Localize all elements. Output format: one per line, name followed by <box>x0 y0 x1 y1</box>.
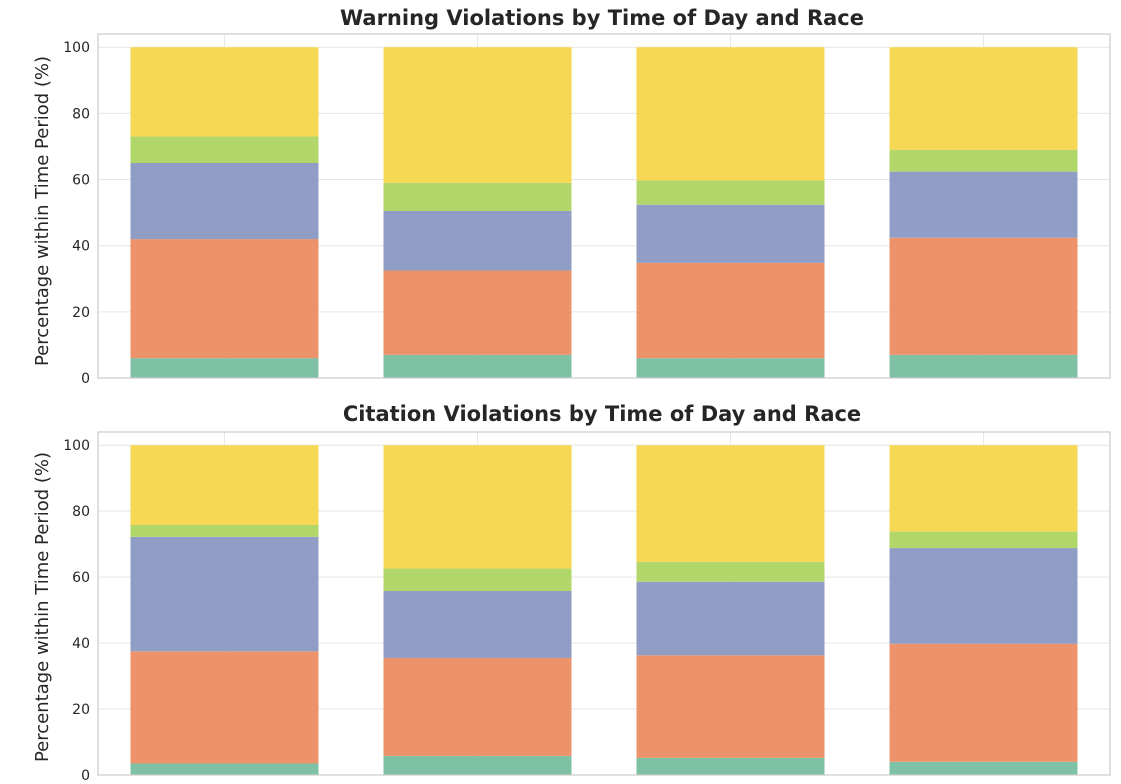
warning-bar-segment <box>889 47 1078 150</box>
warning-ytick-label: 100 <box>63 40 90 56</box>
warning-bar-segment <box>636 204 825 263</box>
citation-bar-segment <box>636 757 825 775</box>
warning-bar-segment <box>889 354 1078 378</box>
citation-bar-segment <box>130 536 319 652</box>
citation-bar-segment <box>636 581 825 656</box>
warning-bar-segment <box>636 358 825 378</box>
warning-bar-segment <box>636 180 825 205</box>
citation-bar-segment <box>383 445 572 569</box>
citation-ytick-label: 0 <box>81 768 90 784</box>
citation-bar-segment <box>383 590 572 658</box>
warning-bar-segment <box>636 262 825 359</box>
citation-bar-segment <box>889 761 1078 775</box>
warning-bar-segment <box>130 163 319 240</box>
warning-bar-segment <box>130 136 319 163</box>
warning-ytick-label: 40 <box>72 239 90 255</box>
citation-bar-segment <box>383 568 572 591</box>
warning-chart-panel: Warning Violations by Time of Day and Ra… <box>32 6 1111 387</box>
warning-plot-frame <box>97 33 1111 379</box>
warning-chart-title: Warning Violations by Time of Day and Ra… <box>340 6 864 30</box>
warning-bar-segment <box>383 354 572 378</box>
citation-chart-panel: Citation Violations by Time of Day and R… <box>32 402 1111 784</box>
warning-ytick-label: 80 <box>72 106 90 122</box>
citation-chart-title: Citation Violations by Time of Day and R… <box>343 402 861 426</box>
citation-bars <box>130 445 1078 775</box>
citation-ytick-label: 80 <box>72 504 90 520</box>
warning-bar-segment <box>889 237 1078 355</box>
citation-chart-ylabel: Percentage within Time Period (%) <box>32 452 53 762</box>
citation-bar-segment <box>383 657 572 756</box>
warning-bar-segment <box>889 171 1078 238</box>
citation-bar-segment <box>889 548 1078 644</box>
citation-bar-segment <box>636 445 825 562</box>
warning-bars <box>130 47 1078 378</box>
warning-ytick-label: 0 <box>81 371 90 387</box>
citation-bar-segment <box>636 561 825 582</box>
warning-bar-segment <box>636 47 825 181</box>
citation-bar-segment <box>130 763 319 775</box>
warning-bar-segment <box>383 210 572 271</box>
citation-bar-segment <box>130 445 319 526</box>
citation-bar-segment <box>383 755 572 775</box>
citation-bar-segment <box>889 643 1078 762</box>
citation-bar-segment <box>889 445 1078 532</box>
warning-chart-ylabel: Percentage within Time Period (%) <box>32 56 53 366</box>
citation-y-ticks: 0 20 40 60 80 100 <box>63 438 90 784</box>
warning-ytick-label: 20 <box>72 305 90 321</box>
citation-ytick-label: 60 <box>72 570 90 586</box>
citation-bar-segment <box>889 531 1078 549</box>
warning-bar-segment <box>383 270 572 355</box>
citation-ytick-label: 100 <box>63 438 90 454</box>
citation-ytick-label: 20 <box>72 702 90 718</box>
citation-bar-segment <box>130 651 319 764</box>
citation-plot-frame <box>97 431 1111 776</box>
warning-bar-segment <box>889 149 1078 172</box>
warning-bar-segment <box>130 358 319 378</box>
citation-ytick-label: 40 <box>72 636 90 652</box>
citation-bar-segment <box>636 655 825 758</box>
warning-bar-segment <box>130 239 319 359</box>
warning-y-ticks: 0 20 40 60 80 100 <box>63 40 90 387</box>
warning-bar-segment <box>383 47 572 183</box>
citation-bar-segment <box>130 525 319 537</box>
warning-bar-segment <box>130 47 319 137</box>
warning-ytick-label: 60 <box>72 173 90 189</box>
warning-bar-segment <box>383 182 572 211</box>
